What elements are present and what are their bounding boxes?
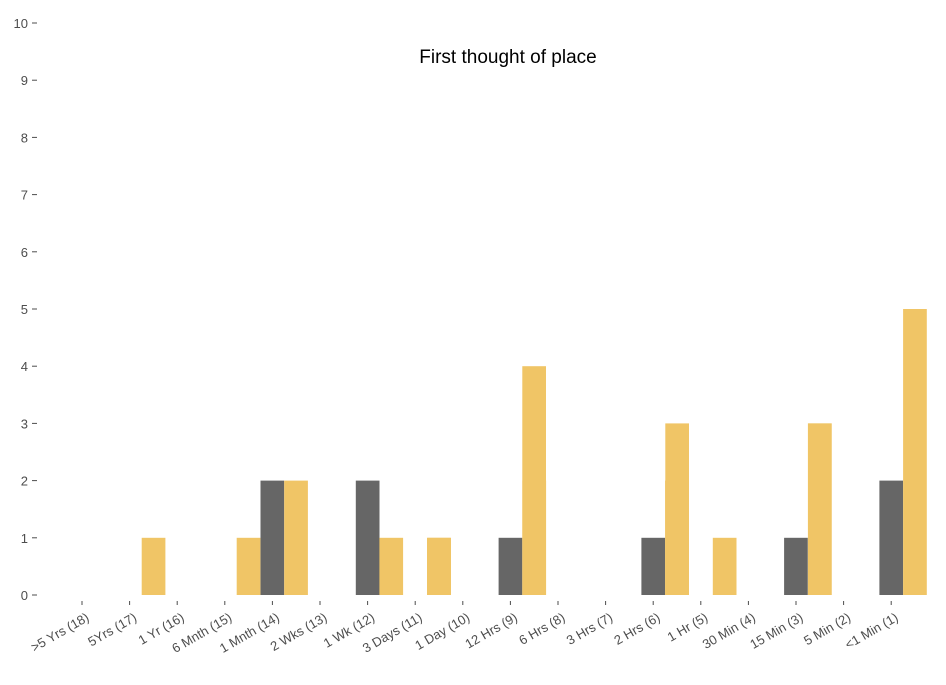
bar [236,537,261,595]
bar [879,480,904,595]
bars [141,309,927,595]
y-tick-label: 2 [21,474,28,489]
y-tick-label: 7 [21,188,28,203]
x-axis: >5 Yrs (18)5Yrs (17)1 Yr (16)6 Mnth (15)… [28,601,901,656]
bar [522,480,547,595]
y-tick-label: 0 [21,588,28,603]
y-tick-label: 3 [21,416,28,431]
bar [284,480,308,595]
x-tick-label: 3 Hrs (7) [564,610,615,648]
bar [498,537,523,595]
x-tick-label: 30 Min (4) [700,610,758,652]
bar [427,537,451,595]
x-tick-label: 1 Day (10) [412,610,472,653]
x-tick-label: 5Yrs (17) [85,610,139,650]
y-tick-label: 8 [21,130,28,145]
x-tick-label: >5 Yrs (18) [28,610,91,655]
chart-title: First thought of place [419,47,596,68]
x-tick-label: 2 Hrs (6) [611,610,662,648]
y-tick-label: 5 [21,302,28,317]
y-tick-label: 6 [21,245,28,260]
bar [355,480,380,595]
y-tick-label: 10 [14,16,28,31]
bar [784,537,808,595]
bar [903,309,927,595]
y-tick-label: 9 [21,73,28,88]
x-tick-label: 6 Hrs (8) [516,610,567,648]
bar [641,537,666,595]
x-tick-label: <1 Min (1) [842,610,901,652]
bar [260,480,285,595]
x-tick-label: 15 Min (3) [747,610,805,652]
y-tick-label: 1 [21,531,28,546]
bar [808,423,832,595]
bar [141,537,166,595]
bar [712,537,737,595]
bar [665,423,689,595]
bar [379,537,404,595]
y-axis: 0 1 2 3 4 5 6 7 8 9 10 [14,16,37,603]
y-tick-label: 4 [21,359,28,374]
x-tick-label: 12 Hrs (9) [462,610,520,652]
